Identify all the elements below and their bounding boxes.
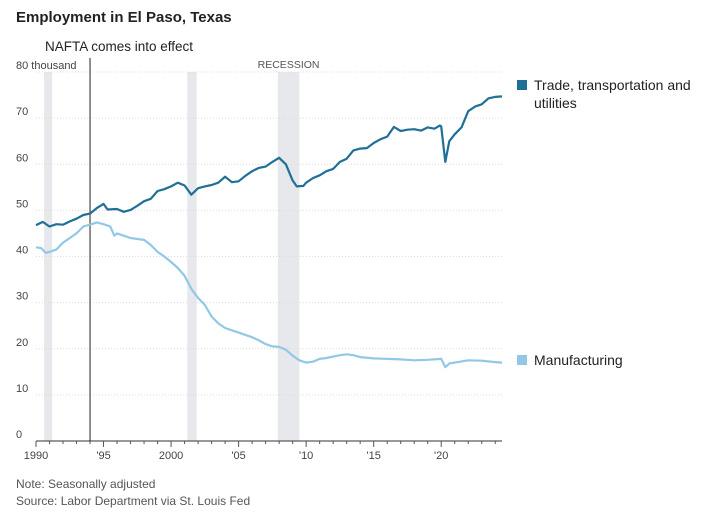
- y-tick-label: 40: [16, 245, 28, 257]
- legend-label: Manufacturing: [534, 352, 623, 368]
- x-tick-label: '20: [434, 450, 448, 462]
- legend: Trade, transportation and utilities Manufa…: [517, 77, 691, 368]
- series-line-trade: [35, 95, 503, 228]
- y-tick-label: 10: [16, 383, 28, 395]
- y-tick-label: 60: [16, 152, 28, 164]
- recession-bands: RECESSION: [44, 59, 320, 441]
- x-tick-label: '15: [367, 450, 381, 462]
- chart-source: Source: Labor Department via St. Louis F…: [16, 494, 251, 508]
- y-tick-label: 50: [16, 198, 28, 210]
- y-tick-label: 30: [16, 291, 28, 303]
- x-tick-label: '05: [231, 450, 245, 462]
- line-chart: RECESSION 80 thousand 70 60 50 40 30 20 10 01990…: [16, 39, 691, 462]
- series-line-manufacturing: [35, 221, 503, 369]
- y-tick-label: 0: [16, 429, 22, 441]
- recession-label: RECESSION: [258, 59, 320, 71]
- legend-label: Trade, transportation and utilities: [534, 77, 691, 111]
- y-tick-label: 80 thousand: [16, 60, 77, 72]
- annotations: NAFTA comes into effect: [45, 39, 193, 441]
- x-tick-label: '10: [299, 450, 313, 462]
- annotation-label: NAFTA comes into effect: [45, 39, 193, 54]
- chart-note: Note: Seasonally adjusted: [16, 477, 156, 491]
- x-tick-label: 2000: [159, 450, 183, 462]
- y-tick-label: 20: [16, 337, 28, 349]
- legend-swatch: [517, 80, 527, 90]
- x-tick-label: 1990: [24, 450, 48, 462]
- chart-title: Employment in El Paso, Texas: [16, 9, 232, 26]
- x-tick-label: '95: [96, 450, 110, 462]
- legend-swatch: [517, 355, 527, 365]
- series-lines: [35, 95, 503, 369]
- y-tick-label: 70: [16, 106, 28, 118]
